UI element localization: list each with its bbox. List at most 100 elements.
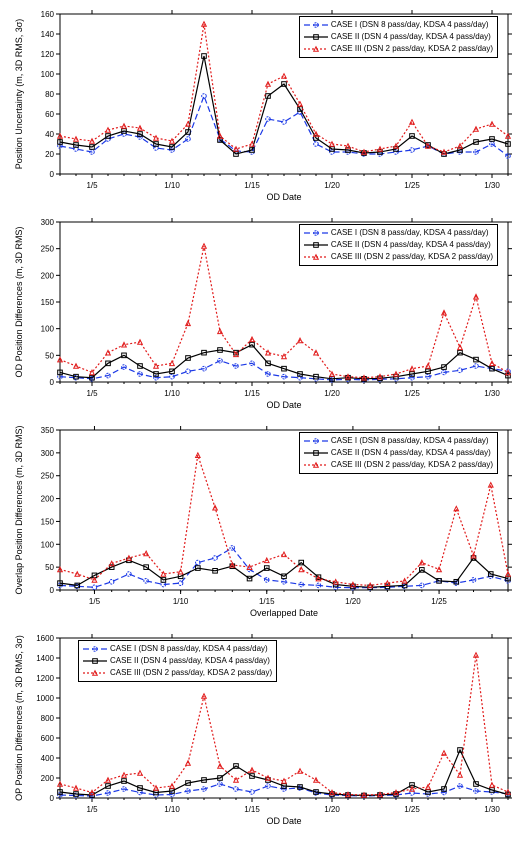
svg-text:400: 400	[41, 754, 55, 763]
svg-text:1000: 1000	[36, 694, 54, 703]
legend-label: CASE I (DSN 8 pass/day, KDSA 4 pass/day)	[331, 19, 489, 31]
svg-text:20: 20	[45, 150, 54, 159]
svg-text:OD Date: OD Date	[266, 192, 301, 202]
chart1-legend: CASE I (DSN 8 pass/day, KDSA 4 pass/day)…	[299, 16, 498, 58]
svg-text:1/30: 1/30	[484, 389, 500, 398]
svg-text:1/15: 1/15	[259, 597, 275, 606]
svg-text:0: 0	[50, 170, 55, 179]
legend-item-case2: CASE II (DSN 4 pass/day, KDSA 4 pass/day…	[304, 447, 493, 459]
svg-text:250: 250	[41, 472, 55, 481]
svg-text:100: 100	[41, 70, 55, 79]
legend-label: CASE III (DSN 2 pass/day, KDSA 2 pass/da…	[110, 667, 272, 679]
case1-swatch	[83, 645, 107, 653]
svg-text:1/5: 1/5	[86, 805, 98, 814]
case1-swatch	[304, 437, 328, 445]
legend-item-case1: CASE I (DSN 8 pass/day, KDSA 4 pass/day)	[304, 19, 493, 31]
legend-item-case3: CASE III (DSN 2 pass/day, KDSA 2 pass/da…	[83, 667, 272, 679]
svg-text:100: 100	[41, 325, 55, 334]
chart3: 0501001502002503003501/51/101/151/201/25…	[8, 424, 518, 620]
svg-text:40: 40	[45, 130, 54, 139]
legend-item-case2: CASE II (DSN 4 pass/day, KDSA 4 pass/day…	[304, 31, 493, 43]
svg-text:1/25: 1/25	[431, 597, 447, 606]
legend-label: CASE I (DSN 8 pass/day, KDSA 4 pass/day)	[331, 435, 489, 447]
svg-text:1/10: 1/10	[164, 389, 180, 398]
legend-item-case1: CASE I (DSN 8 pass/day, KDSA 4 pass/day)	[304, 435, 493, 447]
svg-text:OD Date: OD Date	[266, 400, 301, 410]
svg-text:Position Uncertainty (m, 3D RM: Position Uncertainty (m, 3D RMS, 3σ)	[14, 19, 24, 170]
svg-text:160: 160	[41, 10, 55, 19]
svg-text:100: 100	[41, 540, 55, 549]
svg-text:1200: 1200	[36, 674, 54, 683]
chart2: 0501001502002503001/51/101/151/201/251/3…	[8, 216, 518, 412]
legend-item-case2: CASE II (DSN 4 pass/day, KDSA 4 pass/day…	[83, 655, 272, 667]
svg-text:150: 150	[41, 298, 55, 307]
svg-text:250: 250	[41, 245, 55, 254]
svg-text:1/5: 1/5	[86, 389, 98, 398]
chart2-legend: CASE I (DSN 8 pass/day, KDSA 4 pass/day)…	[299, 224, 498, 266]
svg-text:1/30: 1/30	[484, 805, 500, 814]
svg-text:OD Date: OD Date	[266, 816, 301, 826]
svg-text:Overlapped Date: Overlapped Date	[250, 608, 318, 618]
legend-label: CASE I (DSN 8 pass/day, KDSA 4 pass/day)	[110, 643, 268, 655]
chart3-legend: CASE I (DSN 8 pass/day, KDSA 4 pass/day)…	[299, 432, 498, 474]
svg-text:1/15: 1/15	[244, 805, 260, 814]
svg-text:120: 120	[41, 50, 55, 59]
svg-text:1/10: 1/10	[164, 181, 180, 190]
legend-label: CASE I (DSN 8 pass/day, KDSA 4 pass/day)	[331, 227, 489, 239]
chart4-legend: CASE I (DSN 8 pass/day, KDSA 4 pass/day)…	[78, 640, 277, 682]
svg-text:1/20: 1/20	[324, 181, 340, 190]
svg-text:200: 200	[41, 774, 55, 783]
svg-text:1/25: 1/25	[404, 181, 420, 190]
case3-swatch	[304, 461, 328, 469]
svg-text:0: 0	[50, 586, 55, 595]
legend-label: CASE II (DSN 4 pass/day, KDSA 4 pass/day…	[331, 239, 491, 251]
svg-text:OP Position Differences (m, 3D: OP Position Differences (m, 3D RMS, 3σ)	[14, 635, 24, 801]
svg-text:1/20: 1/20	[345, 597, 361, 606]
svg-text:200: 200	[41, 495, 55, 504]
svg-text:1/5: 1/5	[89, 597, 101, 606]
svg-text:350: 350	[41, 426, 55, 435]
svg-text:1/10: 1/10	[173, 597, 189, 606]
svg-text:300: 300	[41, 218, 55, 227]
svg-text:1/15: 1/15	[244, 181, 260, 190]
chart1: 0204060801001201401601/51/101/151/201/25…	[8, 8, 518, 204]
svg-text:80: 80	[45, 90, 54, 99]
svg-text:1/20: 1/20	[324, 389, 340, 398]
case2-swatch	[304, 241, 328, 249]
svg-text:140: 140	[41, 30, 55, 39]
legend-label: CASE III (DSN 2 pass/day, KDSA 2 pass/da…	[331, 459, 493, 471]
svg-text:600: 600	[41, 734, 55, 743]
case1-swatch	[304, 21, 328, 29]
svg-text:1/25: 1/25	[404, 805, 420, 814]
legend-label: CASE III (DSN 2 pass/day, KDSA 2 pass/da…	[331, 251, 493, 263]
legend-item-case3: CASE III (DSN 2 pass/day, KDSA 2 pass/da…	[304, 43, 493, 55]
svg-text:1/20: 1/20	[324, 805, 340, 814]
svg-text:1400: 1400	[36, 654, 54, 663]
chart4: 0 200 400 600 800 1000 1200 1400 1600 1/5 1/10 1/15…	[8, 632, 518, 828]
svg-text:1/30: 1/30	[484, 181, 500, 190]
svg-text:300: 300	[41, 449, 55, 458]
svg-text:800: 800	[41, 714, 55, 723]
svg-text:OD Position Differences (m, 3D: OD Position Differences (m, 3D RMS)	[14, 227, 24, 378]
svg-text:1/15: 1/15	[244, 389, 260, 398]
svg-text:60: 60	[45, 110, 54, 119]
svg-text:0: 0	[50, 794, 55, 803]
case3-swatch	[304, 253, 328, 261]
svg-text:150: 150	[41, 517, 55, 526]
legend-item-case1: CASE I (DSN 8 pass/day, KDSA 4 pass/day)	[83, 643, 272, 655]
svg-text:0: 0	[50, 378, 55, 387]
case2-swatch	[83, 657, 107, 665]
legend-item-case2: CASE II (DSN 4 pass/day, KDSA 4 pass/day…	[304, 239, 493, 251]
legend-label: CASE III (DSN 2 pass/day, KDSA 2 pass/da…	[331, 43, 493, 55]
svg-text:1600: 1600	[36, 634, 54, 643]
svg-text:200: 200	[41, 271, 55, 280]
case3-swatch	[83, 669, 107, 677]
legend-label: CASE II (DSN 4 pass/day, KDSA 4 pass/day…	[331, 31, 491, 43]
case1-swatch	[304, 229, 328, 237]
case2-swatch	[304, 449, 328, 457]
case2-swatch	[304, 33, 328, 41]
legend-label: CASE II (DSN 4 pass/day, KDSA 4 pass/day…	[331, 447, 491, 459]
legend-label: CASE II (DSN 4 pass/day, KDSA 4 pass/day…	[110, 655, 270, 667]
svg-text:1/25: 1/25	[404, 389, 420, 398]
svg-text:1/10: 1/10	[164, 805, 180, 814]
